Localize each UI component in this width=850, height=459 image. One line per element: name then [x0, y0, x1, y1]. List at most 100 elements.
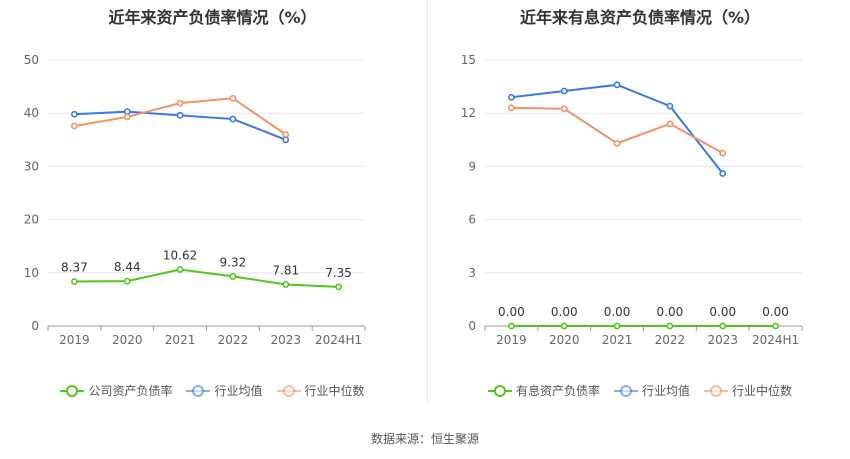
- legend-label: 行业均值: [641, 384, 690, 398]
- data-point: [282, 136, 290, 144]
- y-tick-label: 20: [24, 213, 39, 227]
- data-point: [335, 283, 342, 291]
- data-point: [123, 277, 131, 285]
- chart-legend: 公司资产负债率 行业均值 行业中位数: [0, 382, 425, 399]
- legend-label: 行业中位数: [732, 384, 793, 398]
- chart-title: 近年来资产负债率情况（%）: [108, 8, 317, 27]
- data-label: 10.62: [163, 249, 197, 263]
- x-tick-label: 2023: [270, 333, 301, 347]
- data-point: [508, 93, 515, 101]
- legend-label: 有息资产负债率: [515, 384, 600, 398]
- data-point: [719, 322, 727, 330]
- data-point: [282, 281, 290, 288]
- data-point: [666, 120, 674, 128]
- data-point: [560, 322, 568, 330]
- data-label: 7.81: [272, 263, 299, 277]
- data-point: [613, 322, 621, 330]
- data-point: [176, 99, 184, 107]
- data-point: [229, 115, 237, 123]
- data-label: 9.32: [220, 255, 247, 269]
- data-point: [666, 322, 674, 330]
- legend-marker: [493, 384, 506, 397]
- legend-item[interactable]: 行业中位数: [704, 382, 792, 399]
- data-point: [560, 87, 568, 95]
- y-tick-label: 10: [24, 266, 39, 280]
- data-label: 8.44: [114, 260, 141, 274]
- x-tick-label: 2019: [496, 333, 527, 347]
- line-chart-interest-debt-ratio: 0 3 6 9 12 15 2019 2020 2021 2022 2023 2024H1 0.00 0.…: [461, 53, 803, 347]
- data-source-note: 数据来源：恒生聚源: [370, 432, 479, 446]
- data-point: [71, 278, 78, 285]
- data-label: 0.00: [498, 305, 525, 319]
- legend-swatch-icon: [276, 384, 301, 397]
- legend-swatch-icon: [704, 384, 728, 397]
- x-tick-label: 2020: [112, 333, 143, 347]
- legend-item[interactable]: 有息资产负债率: [487, 382, 600, 399]
- legend-swatch-icon: [186, 384, 211, 397]
- legend-marker: [282, 384, 295, 397]
- y-tick-label: 9: [468, 159, 476, 173]
- x-tick-label: 2022: [655, 333, 686, 347]
- data-point: [613, 139, 621, 147]
- data-point: [719, 170, 727, 177]
- data-label: 0.00: [709, 305, 736, 319]
- data-point: [508, 104, 515, 112]
- data-point: [229, 273, 237, 280]
- series-line: [74, 268, 339, 288]
- legend-marker: [192, 384, 205, 397]
- legend-label: 公司资产负债率: [88, 384, 173, 398]
- data-label: 7.35: [325, 266, 352, 280]
- x-tick-label: 2024H1: [752, 333, 799, 347]
- y-tick-label: 12: [461, 106, 476, 120]
- y-tick-label: 30: [24, 159, 39, 173]
- legend-label: 行业均值: [214, 384, 263, 398]
- y-tick-label: 15: [461, 53, 476, 67]
- x-tick-label: 2024H1: [315, 333, 362, 347]
- data-point: [229, 94, 237, 102]
- legend-marker: [710, 384, 722, 397]
- data-point: [719, 149, 727, 157]
- y-tick-label: 40: [24, 106, 39, 120]
- legend-marker: [66, 384, 79, 397]
- y-tick-label: 0: [468, 319, 476, 333]
- x-tick-label: 2023: [707, 333, 738, 347]
- data-point: [508, 322, 515, 330]
- data-label: 8.37: [61, 260, 88, 274]
- x-tick-label: 2019: [59, 333, 90, 347]
- data-label: 0.00: [604, 305, 631, 319]
- legend-item[interactable]: 行业均值: [186, 382, 263, 399]
- x-tick-label: 2021: [165, 333, 196, 347]
- chart-panel-debt-ratio: 近年来资产负债率情况（%） 0 10 20 30 40 50 2019 2020 2021 202…: [0, 0, 425, 420]
- data-point: [666, 102, 674, 110]
- data-label: 0.00: [657, 305, 684, 319]
- series-line: [511, 83, 724, 175]
- chart-panel-interest-debt-ratio: 近年来有息资产负债率情况（%） 0 3 6 9 12 15 2019 2020 2021 2022…: [430, 0, 850, 420]
- y-tick-label: 50: [24, 53, 39, 67]
- data-point: [560, 105, 568, 113]
- chart-legend: 有息资产负债率 行业均值 行业中位数: [430, 382, 850, 399]
- data-point: [71, 122, 78, 130]
- y-tick-label: 3: [468, 266, 476, 280]
- data-point: [613, 81, 621, 89]
- x-tick-label: 2022: [218, 333, 249, 347]
- legend-item[interactable]: 公司资产负债率: [60, 382, 172, 399]
- data-label: 0.00: [551, 305, 578, 319]
- data-point: [772, 322, 779, 330]
- data-point: [71, 110, 78, 118]
- data-label: 0.00: [762, 305, 789, 319]
- legend-swatch-icon: [60, 384, 85, 397]
- data-point: [176, 111, 184, 119]
- legend-marker: [619, 384, 632, 397]
- panel-divider: [427, 0, 428, 405]
- legend-swatch-icon: [613, 384, 638, 397]
- legend-label: 行业中位数: [304, 384, 365, 398]
- data-point: [123, 113, 131, 121]
- data-point: [282, 131, 290, 138]
- legend-item[interactable]: 行业均值: [613, 382, 690, 399]
- data-point: [123, 108, 131, 116]
- x-tick-label: 2021: [602, 333, 633, 347]
- y-tick-label: 6: [468, 213, 476, 227]
- line-chart-debt-ratio: 0 10 20 30 40 50 2019 2020 2021 2022 2023 2024H1 8.3…: [24, 53, 366, 347]
- legend-item[interactable]: 行业中位数: [276, 382, 365, 399]
- x-tick-label: 2020: [549, 333, 580, 347]
